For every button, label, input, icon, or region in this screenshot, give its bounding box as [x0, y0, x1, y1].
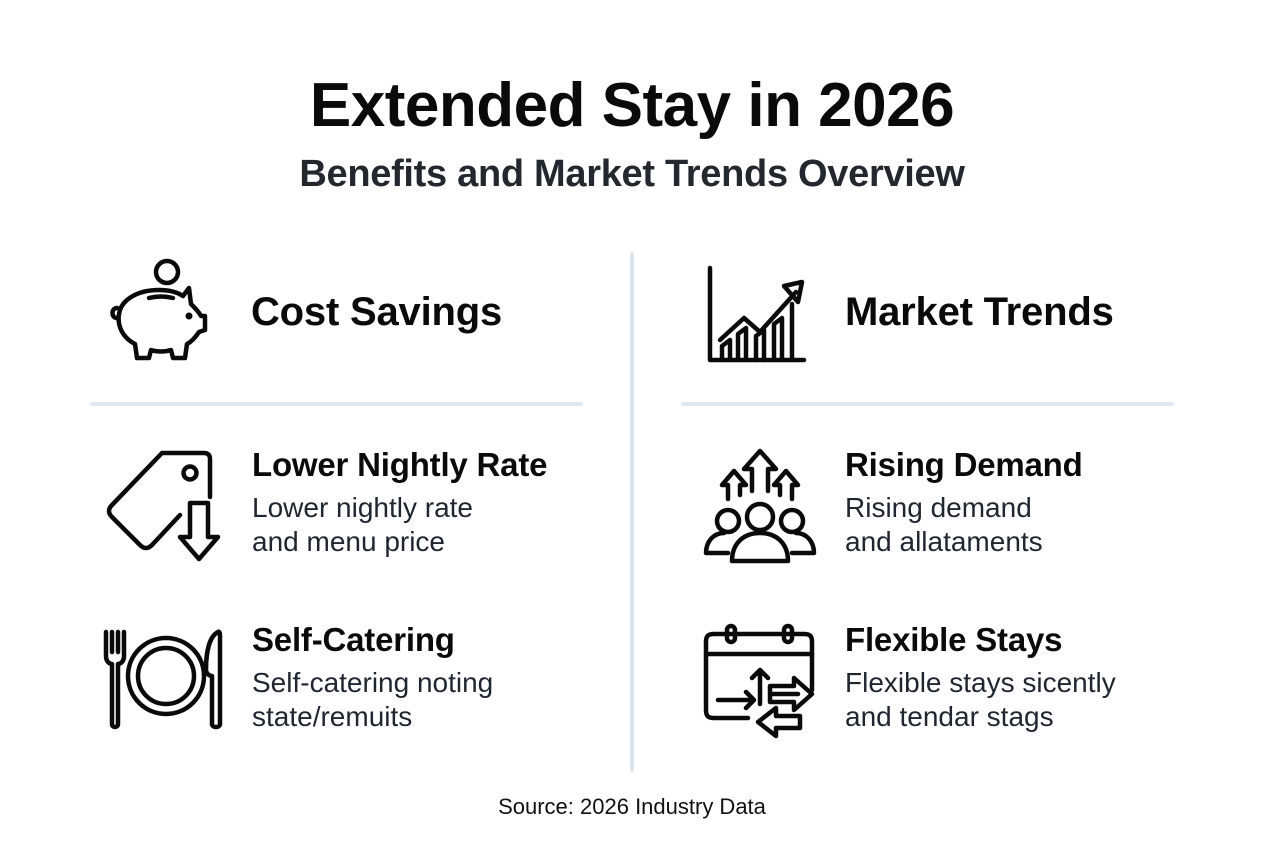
item-title: Flexible Stays — [845, 621, 1063, 658]
list-item-rising-demand: Rising Demand Rising demand and allatamе… — [700, 445, 1083, 570]
people-rising-icon — [700, 445, 845, 570]
list-item-lower-nightly-rate: Lower Nightly Rate Lower nightly rate an… — [100, 445, 547, 570]
page-subtitle: Benefits and Market Trends Overview — [299, 153, 965, 195]
item-description: Rising demand and allatamеnts — [845, 492, 1043, 557]
column-header-market-trends: Market Trends — [700, 252, 1114, 372]
rising-chart-icon — [700, 252, 812, 372]
column-divider — [630, 252, 634, 772]
source-footnote: Source: 2026 Industry Data — [498, 794, 766, 819]
price-tag-down-icon — [100, 445, 252, 570]
piggy-bank-icon — [103, 252, 223, 372]
item-title: Rising Demand — [845, 446, 1083, 483]
page-title: Extended Stay in 2026 — [309, 71, 955, 140]
item-description: Self-catering noting state/remuits — [252, 667, 494, 732]
calendar-arrows-icon — [700, 620, 845, 745]
list-item-self-catering: Self-Catering Self-catering noting state… — [100, 620, 493, 745]
item-description: Lower nightly rate and menu price — [252, 492, 474, 557]
plate-cutlery-icon — [100, 620, 252, 745]
column-header-cost-savings: Cost Savings — [103, 252, 502, 372]
section-divider — [90, 402, 583, 406]
section-divider — [681, 402, 1174, 406]
item-title: Lower Nightly Rate — [252, 446, 548, 483]
item-description: Flexible stays sicently and tendar stags — [845, 667, 1116, 732]
column-heading: Cost Savings — [251, 289, 502, 334]
item-title: Self-Catering — [252, 621, 455, 658]
column-heading: Market Trends — [845, 289, 1114, 334]
list-item-flexible-stays: Flexible Stays Flexible stays sicently a… — [700, 620, 1116, 745]
